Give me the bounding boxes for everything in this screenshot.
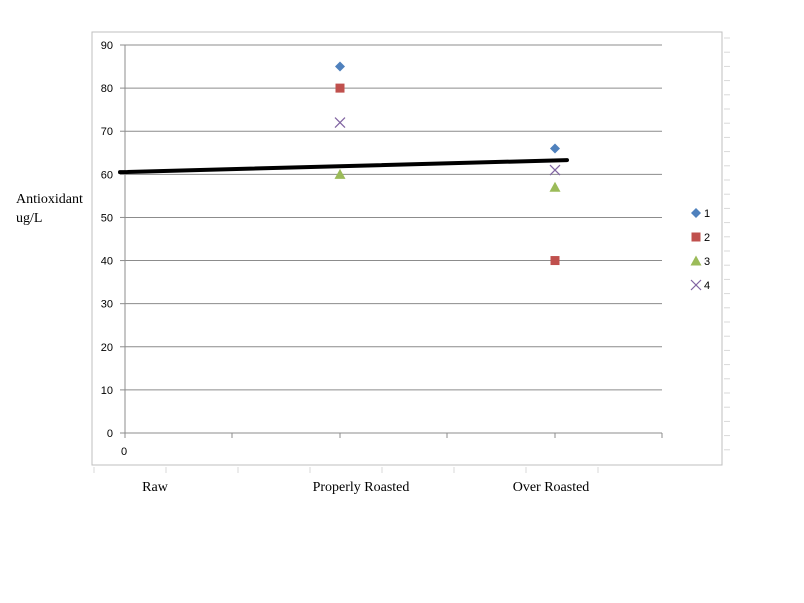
category-label-0: Raw: [142, 480, 169, 495]
point-series-3-1: [334, 168, 346, 179]
y-tick-label-0: 0: [107, 428, 113, 440]
point-series-2-1: [335, 83, 345, 93]
point-series-1-1: [335, 61, 345, 72]
legend-marker-2: [691, 232, 701, 242]
category-labels: Raw Properly Roasted Over Roasted: [142, 480, 589, 495]
trendline-line: [118, 158, 569, 175]
y-tick-label-70: 70: [101, 126, 113, 138]
y-tick-label-50: 50: [101, 212, 113, 224]
point-series-4-1: [334, 117, 346, 129]
y-axis-label-line2: ug/L: [16, 211, 42, 226]
legend-label-1: 1: [704, 208, 710, 220]
y-tick-label-10: 10: [101, 385, 113, 397]
legend-marker-4-stroke-b: [690, 279, 702, 291]
category-label-1: Properly Roasted: [313, 480, 410, 495]
y-tick-label-20: 20: [101, 342, 113, 354]
axes: [120, 44, 663, 438]
legend-marker-4: [690, 279, 702, 291]
outer-tick-marks: [93, 37, 730, 473]
trendline: [118, 158, 569, 175]
point-series-1-2: [550, 143, 560, 154]
point-series-2-2: [550, 256, 560, 266]
y-tick-label-90: 90: [101, 40, 113, 52]
point-series-4-2: [549, 164, 561, 176]
chart-area-border: [91, 31, 723, 466]
point-series-4-2-stroke-b: [549, 164, 561, 176]
y-tick-label-30: 30: [101, 299, 113, 311]
x-origin-label: 0: [121, 446, 127, 458]
y-tick-label-40: 40: [101, 256, 113, 268]
legend-marker-1: [691, 208, 701, 218]
legend-label-2: 2: [704, 232, 710, 244]
legend: 1 2 3 4: [690, 208, 710, 292]
point-series-3-2: [549, 181, 561, 192]
legend-label-4: 4: [704, 280, 710, 292]
y-axis-label-line1: Antioxidant: [16, 192, 83, 207]
y-tick-label-60: 60: [101, 169, 113, 181]
y-tick-label-80: 80: [101, 83, 113, 95]
legend-marker-3: [690, 255, 702, 266]
legend-label-3: 3: [704, 256, 710, 268]
y-tick-labels: 0 10 20 30 40 50 60 70 80 90: [101, 40, 113, 440]
gridlines: [125, 44, 662, 391]
point-series-4-1-stroke-b: [334, 117, 346, 129]
data-points: [334, 61, 561, 266]
category-label-2: Over Roasted: [513, 480, 590, 495]
